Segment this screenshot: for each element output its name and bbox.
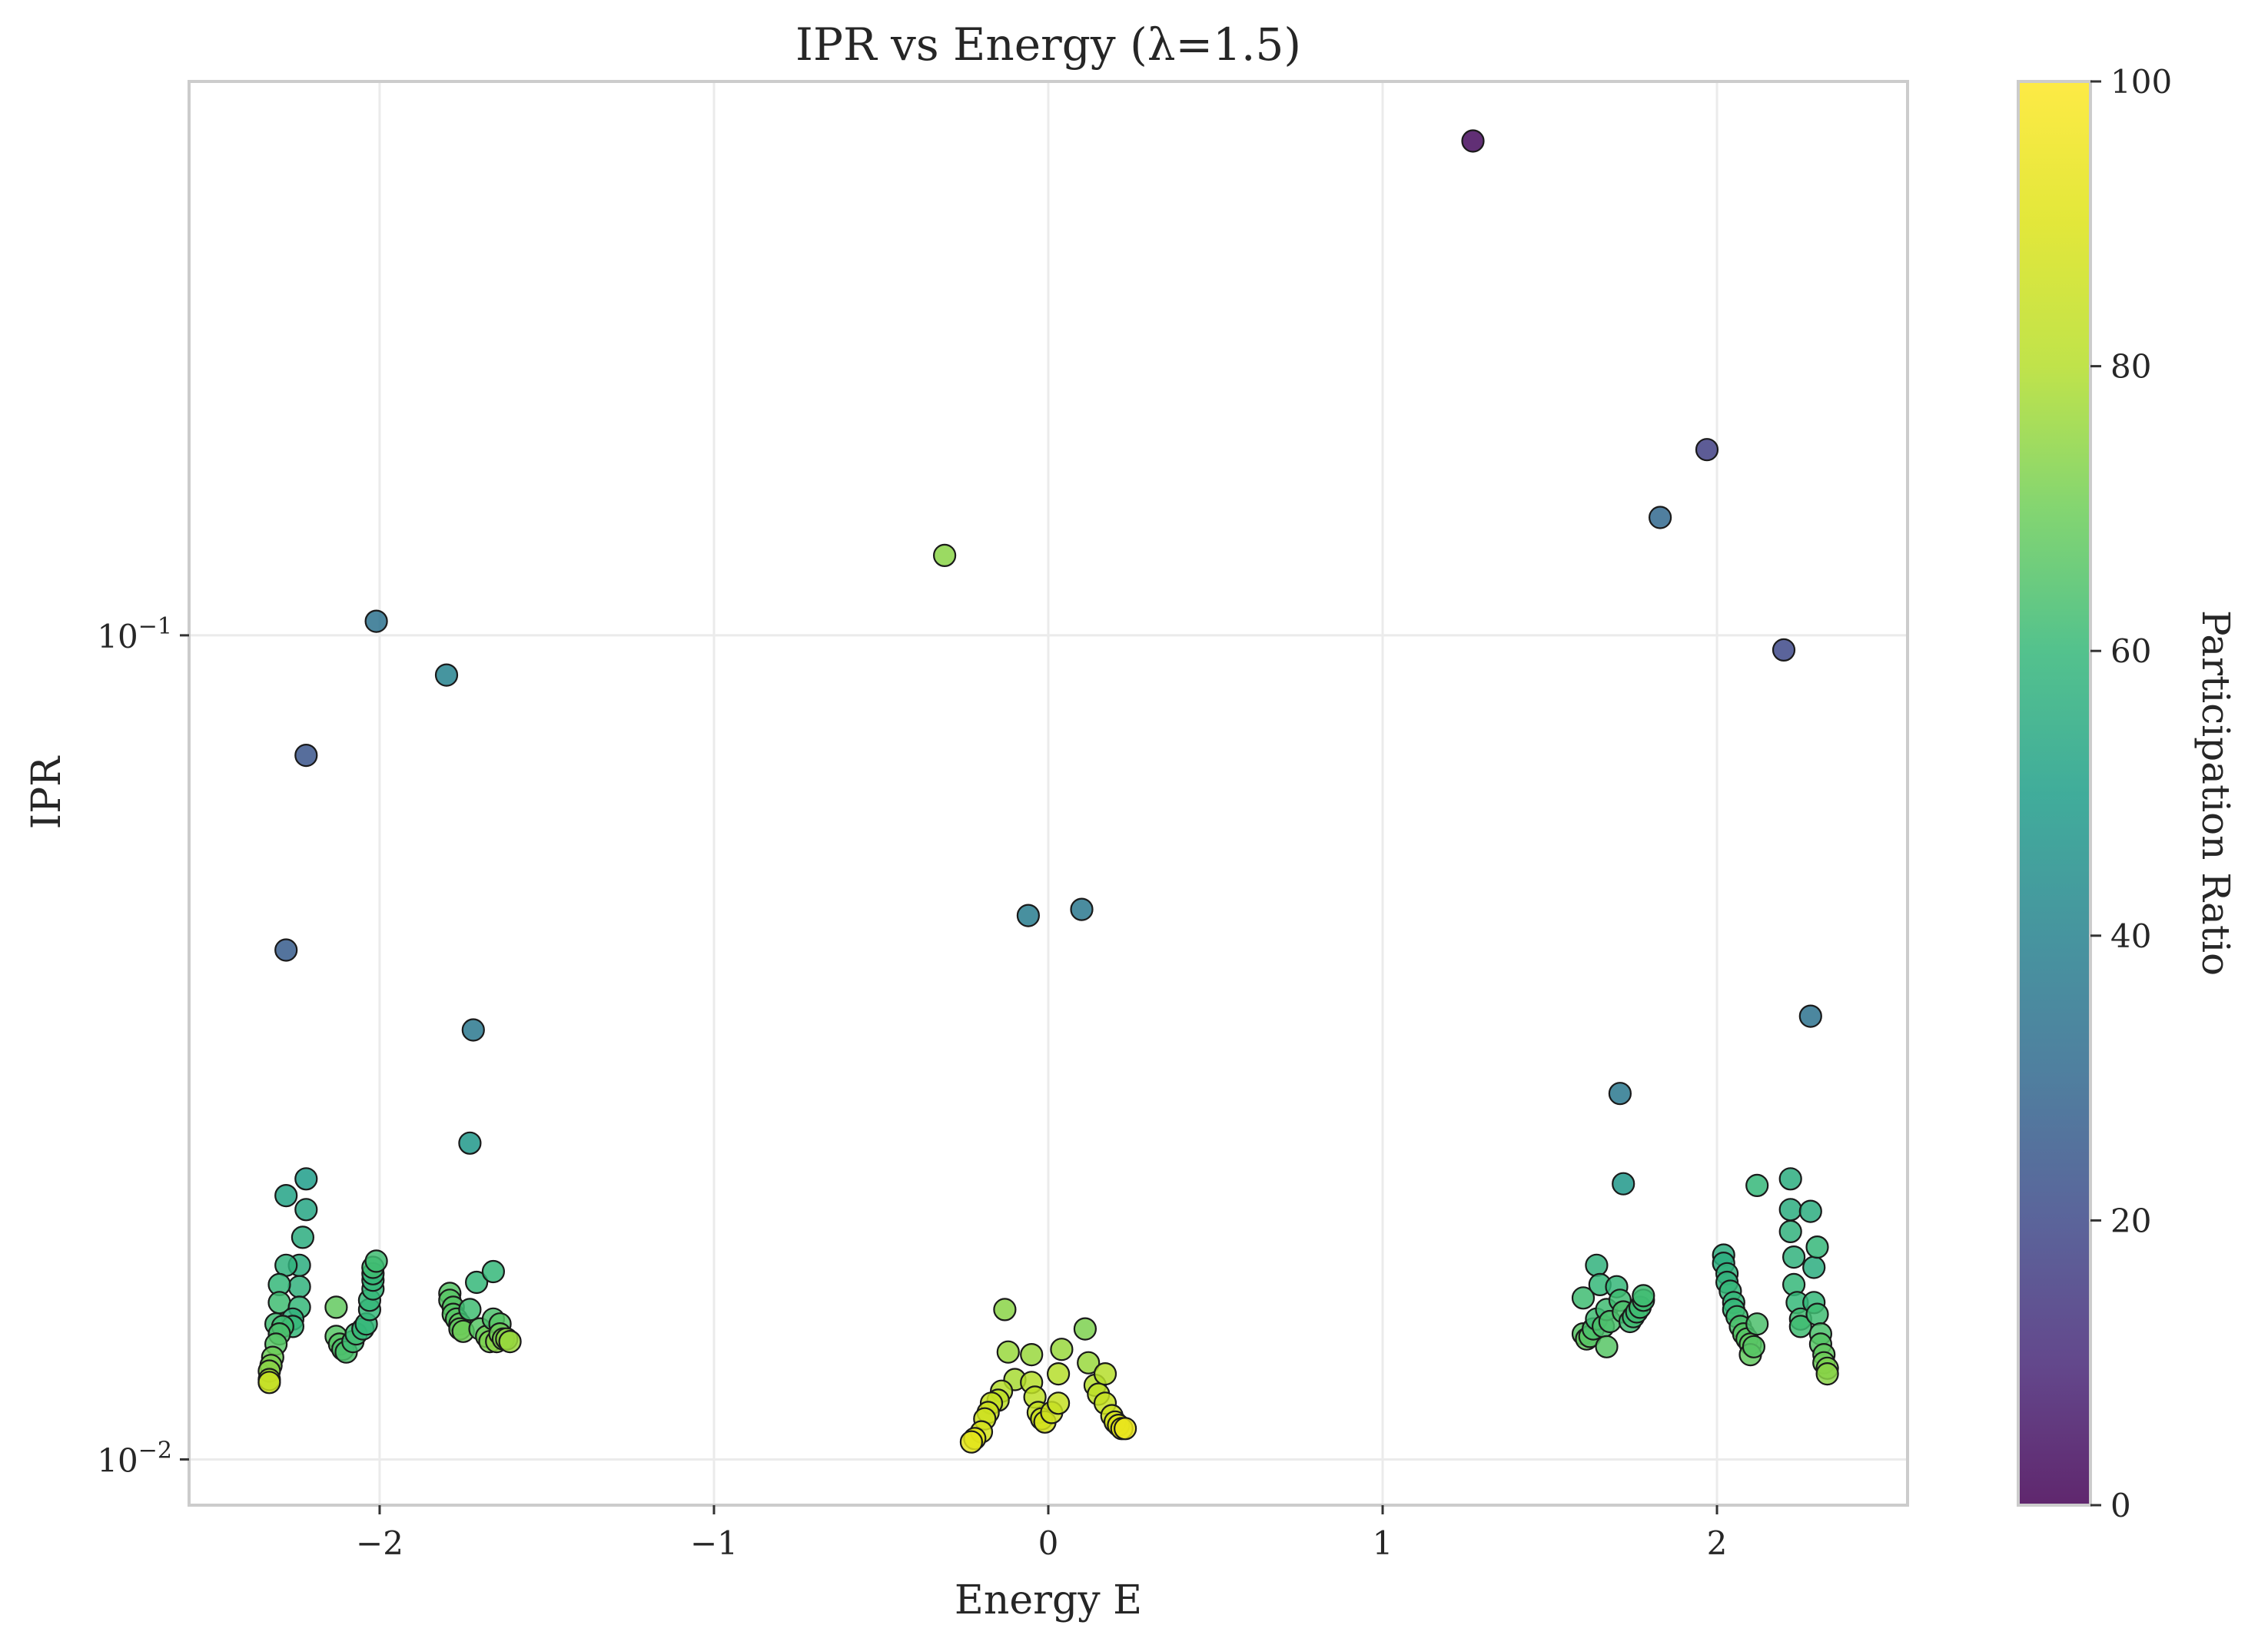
- data-point: [1695, 438, 1719, 462]
- data-point: [932, 543, 957, 568]
- data-point: [1745, 1173, 1769, 1198]
- data-point: [1778, 1167, 1802, 1191]
- data-point: [1782, 1245, 1806, 1269]
- colorbar-tick-label: 20: [2110, 1202, 2151, 1239]
- data-points: [257, 129, 1839, 1454]
- data-point: [1778, 1198, 1802, 1222]
- data-point: [1050, 1338, 1074, 1361]
- colorbar-tick-label: 40: [2110, 917, 2151, 955]
- x-tick-label: 2: [1707, 1524, 1728, 1562]
- data-point: [1798, 1199, 1822, 1223]
- x-tick-label: −1: [690, 1524, 738, 1562]
- data-point: [1585, 1253, 1609, 1277]
- data-point: [1093, 1361, 1117, 1386]
- data-point: [274, 938, 298, 962]
- y-axis-label: IPR: [24, 755, 70, 830]
- y-tick-label: 10−1: [97, 613, 172, 655]
- data-point: [291, 1225, 314, 1249]
- data-point: [1815, 1361, 1839, 1386]
- colorbar-label: Participation Ratio: [2193, 610, 2238, 976]
- data-point: [1046, 1391, 1071, 1415]
- data-point: [1745, 1312, 1769, 1336]
- data-point: [364, 609, 388, 633]
- colorbar: 0 20 40 60 80 100 Participation Ratio: [2017, 63, 2238, 1524]
- data-point: [1571, 1286, 1596, 1310]
- colorbar-tick-label: 60: [2110, 632, 2151, 670]
- data-point: [461, 1018, 485, 1042]
- data-point: [1612, 1172, 1635, 1196]
- data-point: [1595, 1335, 1619, 1358]
- data-point: [1798, 1004, 1822, 1028]
- data-point: [1788, 1315, 1812, 1338]
- data-point: [1070, 897, 1094, 921]
- data-point: [294, 1198, 318, 1222]
- data-point: [1778, 1219, 1802, 1244]
- colorbar-gradient: [2018, 81, 2090, 1505]
- data-point: [274, 1253, 298, 1277]
- data-point: [294, 1167, 318, 1191]
- data-point: [1461, 129, 1485, 153]
- data-point: [458, 1298, 482, 1322]
- data-point: [1802, 1255, 1826, 1279]
- data-point: [434, 663, 459, 687]
- x-tick-label: −2: [356, 1524, 403, 1562]
- x-tick-label: 0: [1038, 1524, 1059, 1562]
- data-point: [959, 1430, 984, 1454]
- data-point: [1805, 1302, 1829, 1326]
- data-point: [324, 1295, 348, 1319]
- y-axis-ticks: 10−2 10−1: [97, 613, 189, 1479]
- colorbar-ticks: 0 20 40 60 80 100: [2090, 63, 2172, 1524]
- data-point: [1020, 1342, 1044, 1367]
- x-tick-label: 1: [1373, 1524, 1393, 1562]
- data-point: [464, 1270, 489, 1295]
- data-point: [287, 1275, 311, 1298]
- data-point: [1046, 1361, 1071, 1386]
- x-axis-label: Energy E: [955, 1577, 1142, 1623]
- data-point: [1805, 1235, 1829, 1259]
- data-point: [257, 1371, 281, 1395]
- colorbar-tick-label: 80: [2110, 348, 2151, 386]
- data-point: [364, 1249, 388, 1273]
- chart-title: IPR vs Energy (λ=1.5): [795, 18, 1301, 71]
- colorbar-tick-label: 0: [2110, 1487, 2131, 1524]
- data-point: [1077, 1351, 1101, 1375]
- colorbar-tick-label: 100: [2110, 63, 2172, 101]
- data-point: [294, 743, 318, 768]
- data-point: [1742, 1335, 1765, 1358]
- x-axis-ticks: −2 −1 0 1 2: [356, 1505, 1727, 1562]
- data-point: [1772, 638, 1796, 662]
- data-point: [1632, 1284, 1655, 1308]
- data-point: [274, 1183, 298, 1208]
- data-point: [481, 1259, 506, 1284]
- data-point: [1608, 1082, 1632, 1106]
- data-point: [996, 1340, 1020, 1364]
- y-tick-label: 10−2: [97, 1437, 172, 1479]
- data-point: [458, 1131, 482, 1155]
- data-point: [1113, 1417, 1137, 1441]
- data-point: [1073, 1317, 1097, 1341]
- data-point: [993, 1298, 1017, 1322]
- data-point: [1649, 506, 1672, 529]
- data-point: [1016, 904, 1041, 927]
- colorbar-frame: [2017, 80, 2092, 1507]
- data-point: [498, 1329, 522, 1354]
- grid-lines: [189, 81, 1908, 1505]
